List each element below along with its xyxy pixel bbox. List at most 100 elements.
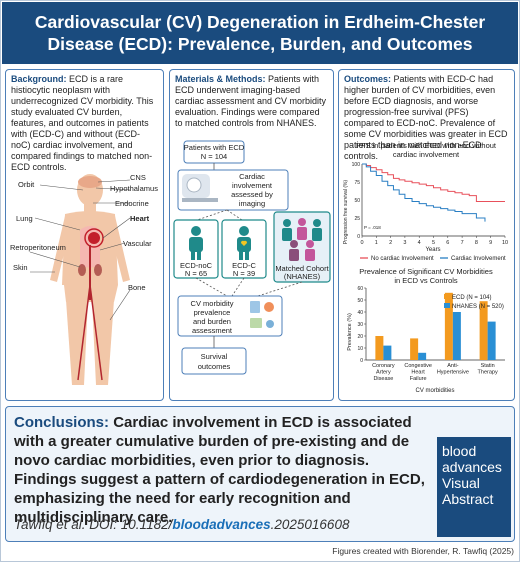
pfs-x-tick: 2 [389,240,392,246]
bar-y-tick: 40 [357,310,363,316]
bar-ecd [444,292,453,360]
flow-cv-3: and burden [193,317,231,326]
bar-category-label: Failure [410,376,427,382]
bar-category-label: Statin [481,363,495,369]
bar-y-tick: 0 [360,358,363,364]
label-vascular: Vascular [123,239,152,248]
bar-nhanes [383,345,392,360]
methods-panel: Materials & Methods: Patients with ECD u… [169,69,334,401]
bar-nhanes [452,312,461,360]
methods-body: Patients with ECD underwent imaging-base… [175,74,327,128]
flow-cardiac-4: imaging [239,199,265,208]
title-line-1: Cardiovascular (CV) Degeneration in Erdh… [34,12,486,32]
logo-line-4: Abstract [442,491,494,507]
legend-cardiac: Cardiac Involvement [451,256,506,262]
pfs-y-tick: 0 [357,234,360,240]
flow-ecd-c: ECD-C [232,261,256,270]
pfs-title-2: cardiac involvement [393,150,460,159]
label-lung: Lung [16,214,33,223]
footer-credit: Figures created with Biorender, R. Tawfi… [332,546,514,556]
pfs-y-tick: 100 [352,162,361,168]
pfs-x-tick: 5 [432,240,435,246]
bar-category-label: Artery [376,370,391,376]
page-title: Cardiovascular (CV) Degeneration in Erdh… [2,2,518,64]
flow-patients: Patients with ECD [184,143,245,152]
flow-ecd-noc: ECD-noC [180,261,213,270]
pfs-x-tick: 3 [403,240,406,246]
flow-patients-n: N = 104 [201,152,227,161]
pfs-x-tick: 10 [502,240,508,246]
label-cns: CNS [130,173,146,182]
bar-y-tick: 50 [357,298,363,304]
pfs-title-1: PFS in patients with ECD with and withou… [356,141,497,150]
pfs-x-tick: 1 [375,240,378,246]
bar-category-label: Disease [373,376,393,382]
conclusions-panel: Conclusions: Cardiac involvement in ECD … [5,406,515,542]
outcomes-body: Patients with ECD-C had higher burden of… [344,74,508,161]
bar-category-label: Congestive [404,363,432,369]
methods-heading: Materials & Methods: [175,74,266,84]
bar-y-tick: 30 [357,322,363,328]
pfs-line-cardiac [362,163,486,222]
methods-text: Materials & Methods: Patients with ECD u… [175,74,328,129]
citation-journal: bloodadvances [172,517,271,532]
conclusions-heading: Conclusions: [14,414,110,431]
logo-line-1: blood [442,443,477,459]
outcomes-heading: Outcomes: [344,74,392,84]
pfs-x-tick: 7 [461,240,464,246]
background-panel: Background: ECD is a rare histiocytic ne… [5,69,164,401]
bar-ecd [410,338,419,360]
logo-line-2: advances [442,459,502,475]
pfs-legend: No cardiac Involvement Cardiac Involveme… [360,256,506,262]
bar-title-1: Prevalence of Significant CV Morbidities [359,267,493,276]
bar-ecd [479,301,488,360]
bar-y-tick: 60 [357,286,363,292]
flow-ecd-c-n: N = 39 [233,269,255,278]
bar-category-label: Hypertensive [437,370,469,376]
methods-flowchart: Patients with ECD N = 104 Cardiac involv… [173,140,331,375]
pfs-x-tick: 4 [418,240,421,246]
label-heart: Heart [130,214,150,223]
pfs-x-tick: 0 [360,240,363,246]
bar-legend: ECD (N = 104) NHANES (N = 520) [444,294,504,310]
bar-title-2: in ECD vs Controls [394,276,458,285]
background-body: ECD is a rare histiocytic neoplasm with … [11,74,154,172]
bar-ecd [375,336,384,360]
bar-category-label: Therapy [478,370,498,376]
legend-no-cardiac: No cardiac Involvement [371,256,434,262]
prevalence-chart: Prevalence of Significant CV Morbidities… [347,267,505,394]
pfs-line-no-cardiac [362,163,505,202]
bar-xlabel: CV morbidities [415,388,454,394]
pfs-pvalue: P = .018 [364,225,381,230]
pfs-x-tick: 6 [446,240,449,246]
logo-line-3: Visual [442,475,480,491]
citation: Tawfiq et al. DOI: 10.1182/bloodadvances… [14,517,349,532]
legend-nhanes: NHANES (N = 520) [452,304,504,310]
human-body-icon [50,174,130,385]
person-teal-icon [189,226,203,260]
flow-cv-1: CV morbidity [191,299,234,308]
flow-ecd-noc-n: N = 65 [185,269,207,278]
pfs-ylabel: Progression free survival (%) [343,180,349,245]
pfs-x-tick: 9 [489,240,492,246]
label-retroperitoneum: Retroperitoneum [10,243,66,252]
label-skin: Skin [13,263,28,272]
flow-cardiac-1: Cardiac [239,172,265,181]
pfs-xlabel: Years [425,247,440,253]
title-line-2: Disease (ECD): Prevalence, Burden, and O… [47,34,473,54]
flow-cardiac-2: involvement [232,181,273,190]
bar-category-label: Anti- [447,363,458,369]
pfs-chart: PFS in patients with ECD with and withou… [343,141,508,262]
bar-ylabel: Prevalence (%) [347,313,353,351]
label-orbit: Orbit [18,180,35,189]
blood-advances-logo: blood advances Visual Abstract [437,437,511,537]
outcomes-panel: Outcomes: Patients with ECD-C had higher… [338,69,515,401]
background-text: Background: ECD is a rare histiocytic ne… [11,74,158,173]
pfs-y-tick: 50 [354,198,360,204]
bar-category-label: Coronary [372,363,395,369]
flow-cv-2: prevalence [194,308,231,317]
flow-survival-2: outcomes [198,362,231,371]
citation-suffix: .2025016608 [270,517,350,532]
conclusions-text: Conclusions: Cardiac involvement in ECD … [14,413,434,527]
scanner-icon [182,174,218,202]
